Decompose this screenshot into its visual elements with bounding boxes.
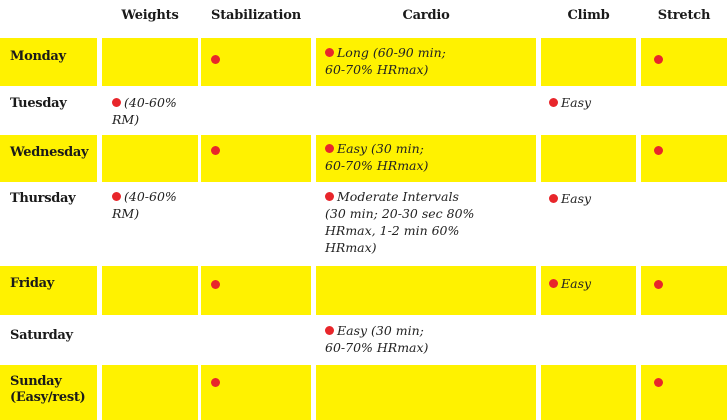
climb-cell: Easy [541,266,636,315]
stretch-cell [641,38,727,86]
day-label: Thursday [10,191,76,206]
activity-dot [211,55,220,64]
activity-dot [549,279,558,288]
weights-cell [102,365,198,420]
activity-dot [211,146,220,155]
header-stretch: Stretch [657,8,711,23]
stabilization-cell [201,365,311,420]
row-monday: Monday Long (60-90 min; 60-70% HRmax) [0,38,727,86]
row-thursday: Thursday (40-60% RM) Moderate Intervals … [0,184,727,264]
climb-label: Easy [561,276,592,291]
climb-cell: Easy [541,184,636,264]
day-cell [0,266,97,315]
stretch-cell [641,266,727,315]
stabilization-cell [201,135,311,182]
climb-label: Easy [561,95,592,110]
day-cell [0,38,97,86]
weights-line: (40-60% [124,189,177,204]
weights-line: RM) [112,112,140,127]
activity-dot [325,48,334,57]
row-tuesday: Tuesday (40-60% RM) Easy [0,88,727,132]
weights-cell [102,266,198,315]
day-label: Wednesday [10,145,89,160]
day-cell [0,135,97,182]
stabilization-cell [201,38,311,86]
row-wednesday: Wednesday Easy (30 min; 60-70% HRmax) [0,135,727,182]
cardio-cell: Moderate Intervals (30 min; 20-30 sec 80… [316,184,536,264]
activity-dot [325,192,334,201]
activity-dot [325,326,334,335]
cardio-line: Easy (30 min; [337,323,424,338]
day-label-line: Sunday [10,374,62,389]
cardio-cell: Long (60-90 min; 60-70% HRmax) [316,38,536,86]
stabilization-cell [201,266,311,315]
activity-dot [654,146,663,155]
climb-cell [541,38,636,86]
header-cardio: Cardio [402,8,450,23]
weights-cell [102,38,198,86]
activity-dot [112,192,121,201]
cardio-line: 60-70% HRmax) [325,158,429,173]
cardio-cell [316,365,536,420]
cardio-cell: Easy (30 min; 60-70% HRmax) [316,317,536,363]
cardio-line: 60-70% HRmax) [325,62,429,77]
activity-dot [325,144,334,153]
activity-dot [112,98,121,107]
row-sunday: Sunday (Easy/rest) [0,365,727,420]
cardio-line: Moderate Intervals [337,189,459,204]
stretch-cell [641,365,727,420]
weights-cell: (40-60% RM) [102,184,198,264]
cardio-line: HRmax, 1-2 min 60% [325,223,460,238]
day-label: Tuesday [10,96,67,111]
climb-cell: Easy [541,88,636,132]
header-weights: Weights [121,8,179,23]
day-cell [0,365,97,420]
climb-cell [541,365,636,420]
activity-dot [654,378,663,387]
cardio-line: Easy (30 min; [337,141,424,156]
cardio-line: 60-70% HRmax) [325,340,429,355]
header-climb: Climb [567,8,610,23]
activity-dot [211,378,220,387]
day-label: Friday [10,276,55,291]
stretch-cell [641,135,727,182]
row-saturday: Saturday Easy (30 min; 60-70% HRmax) [0,317,727,363]
activity-dot [654,55,663,64]
climb-label: Easy [561,191,592,206]
cardio-line: Long (60-90 min; [337,45,446,60]
activity-dot [654,280,663,289]
row-friday: Friday Easy [0,266,727,315]
day-label: Sunday (Easy/rest) [10,374,86,406]
weights-cell [102,135,198,182]
activity-dot [549,194,558,203]
cardio-line: (30 min; 20-30 sec 80% [325,206,475,221]
activity-dot [549,98,558,107]
weights-line: RM) [112,206,140,221]
day-label: Monday [10,49,66,64]
weights-cell: (40-60% RM) [102,88,198,132]
day-label: Saturday [10,328,73,343]
header-stabilization: Stabilization [211,8,301,23]
climb-cell [541,135,636,182]
day-label-line: (Easy/rest) [10,390,86,405]
cardio-cell [316,266,536,315]
cardio-cell: Easy (30 min; 60-70% HRmax) [316,135,536,182]
cardio-line: HRmax) [325,240,377,255]
weights-line: (40-60% [124,95,177,110]
activity-dot [211,280,220,289]
